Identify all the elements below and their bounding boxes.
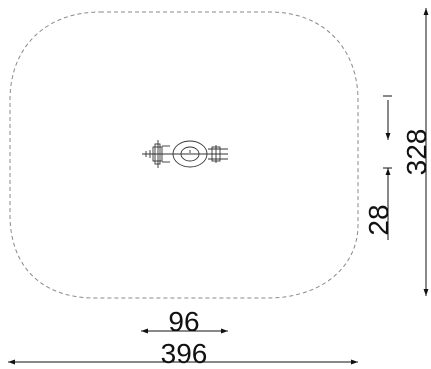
overall-depth-label: 328 (401, 129, 431, 176)
equipment-depth-label: 28 (363, 204, 394, 235)
equipment-icon (142, 140, 228, 168)
safety-zone-outline (9, 11, 359, 299)
equipment-width-label: 96 (168, 306, 199, 337)
overall-width-label: 396 (161, 338, 208, 369)
